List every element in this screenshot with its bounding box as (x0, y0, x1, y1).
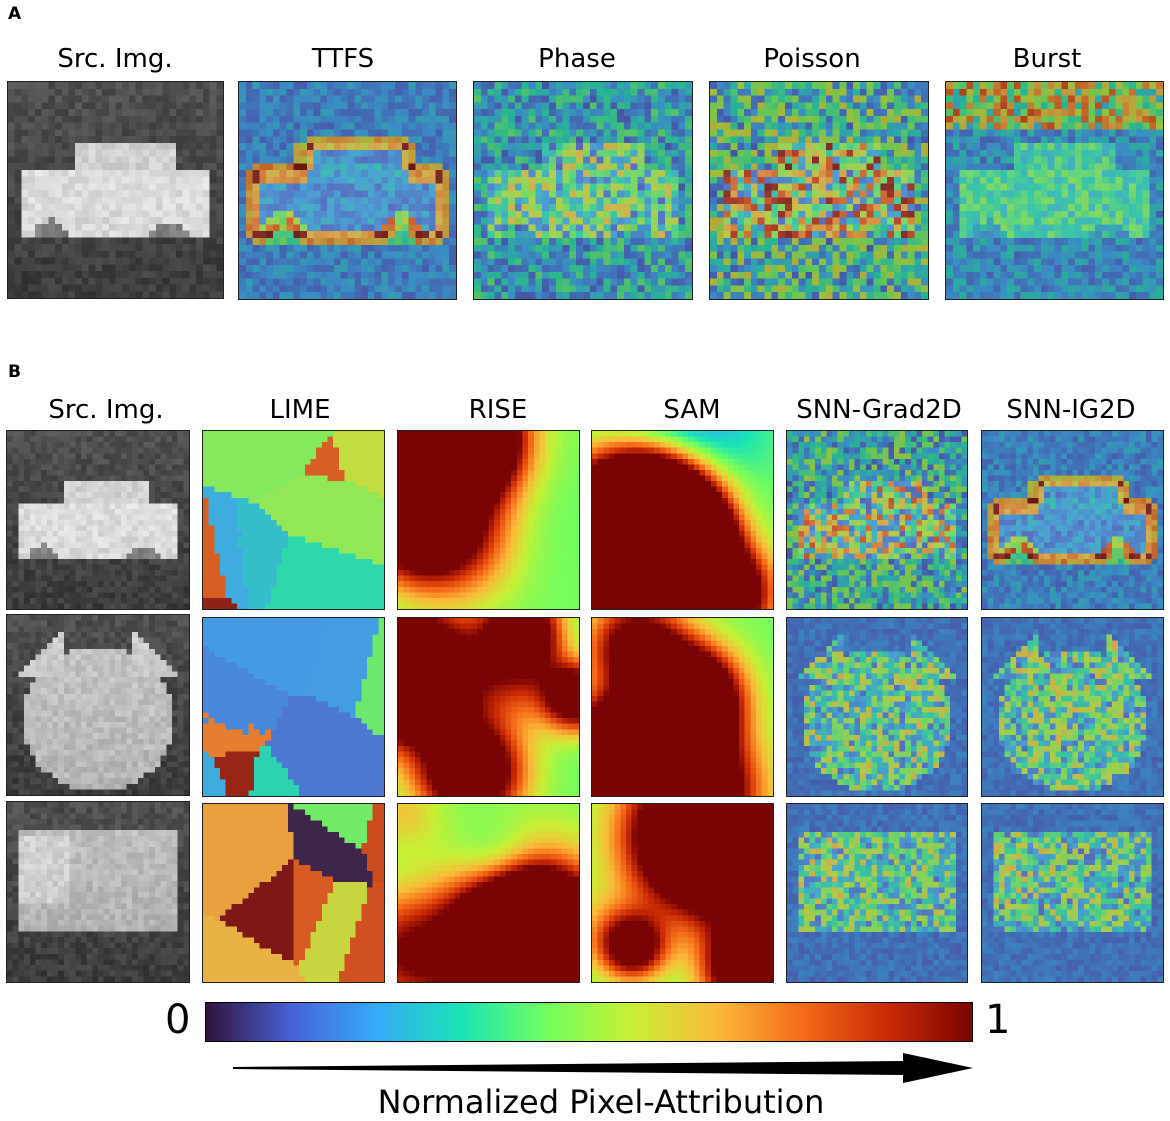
colorbar (205, 1002, 973, 1042)
panel-b-title-snn-ig2d: SNN-IG2D (1006, 395, 1136, 425)
panel-b-cat-snn-grad2d (786, 617, 968, 797)
panel-a-ttfs-map (238, 81, 457, 300)
panel-a-phase-map (473, 81, 693, 300)
panel-a-title-phase: Phase (538, 44, 616, 74)
panel-b-title-lime: LIME (269, 395, 331, 425)
panel-b-car-snn-grad2d (786, 430, 968, 610)
panel-b-truck-src (6, 801, 190, 983)
panel-b-truck-lime (202, 803, 385, 983)
panel-b-truck-snn-ig2d (981, 803, 1164, 983)
panel-b-title-sam: SAM (663, 395, 721, 425)
panel-a-title-src: Src. Img. (57, 44, 173, 74)
panel-b-cat-sam (591, 617, 774, 797)
panel-b-truck-rise (397, 803, 580, 983)
panel-b-truck-sam (591, 803, 774, 983)
panel-b-car-src (6, 430, 190, 610)
colorbar-max-label: 1 (985, 997, 1011, 1043)
panel-b-car-lime (202, 430, 385, 610)
panel-b-cat-rise (397, 617, 580, 797)
panel-b-truck-snn-grad2d (786, 803, 968, 983)
panel-b-cat-src (6, 614, 190, 796)
panel-a-burst-map (945, 81, 1164, 300)
panel-b-title-rise: RISE (468, 395, 528, 425)
panel-b-title-snn-grad2d: SNN-Grad2D (796, 395, 962, 425)
colorbar-label: Normalized Pixel-Attribution (377, 1083, 825, 1121)
panel-a-title-poisson: Poisson (763, 44, 861, 74)
panel-b-title-src: Src. Img. (48, 395, 164, 425)
panel-a-label: A (8, 4, 22, 24)
panel-b-car-rise (397, 430, 580, 610)
panel-b-cat-lime (202, 617, 385, 797)
panel-b-label: B (8, 362, 21, 382)
panel-b-cat-snn-ig2d (981, 617, 1164, 797)
panel-a-poisson-map (709, 81, 929, 300)
arrow-icon (233, 1053, 973, 1083)
panel-a-title-burst: Burst (1012, 44, 1082, 74)
panel-a-title-ttfs: TTFS (311, 44, 375, 74)
colorbar-min-label: 0 (165, 997, 191, 1043)
panel-b-car-sam (591, 430, 774, 610)
panel-b-car-snn-ig2d (981, 430, 1164, 610)
panel-a-src-image (7, 81, 224, 299)
